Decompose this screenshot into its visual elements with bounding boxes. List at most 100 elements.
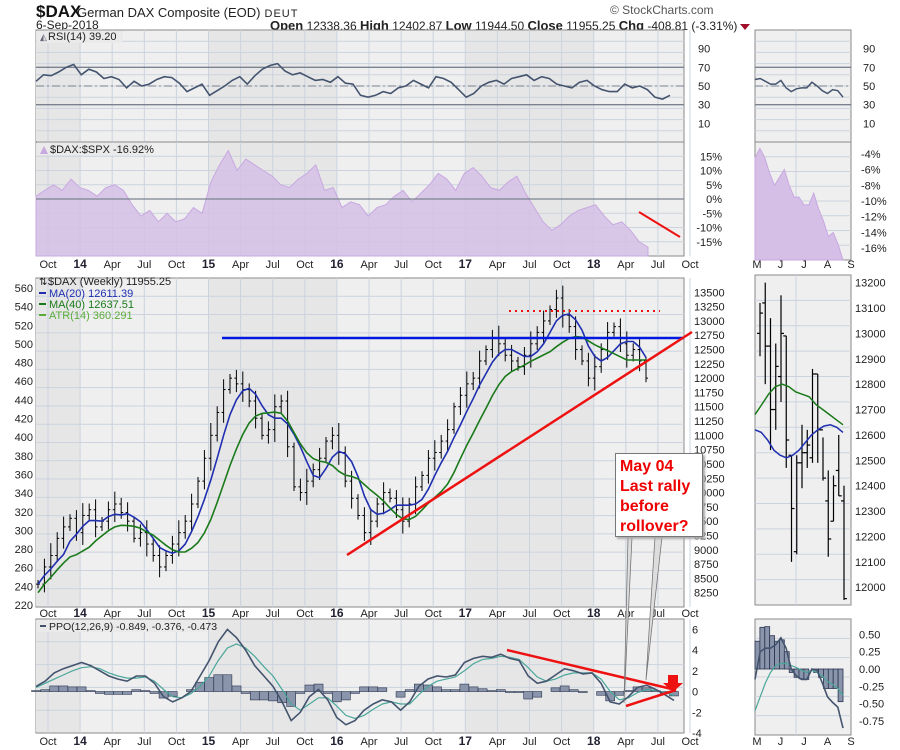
x-tick-label: Oct [39,259,56,271]
ppo-y-tick: 6 [692,624,698,636]
ppo-downtrend-line [506,648,677,692]
low-label: Low [445,18,472,33]
relative-zoom-y-tick: -10% [861,196,887,208]
x-tick-label: Jul [137,608,151,620]
x-tick-label: 16 [330,734,344,748]
x-tick-label: Apr [360,736,377,748]
relative-y-tick: 15% [700,151,722,163]
ppo-histogram-bar [122,691,132,695]
ppo-zoom-y-tick: -0.50 [859,699,884,711]
price-y-tick-right: 13000 [694,316,725,328]
ppo-histogram-bar [67,686,78,692]
x-tick-label: 15 [202,257,216,271]
ppo-histogram-bar [140,690,151,692]
x-tick-label: Jul [266,259,280,271]
price-zoom-y-tick: 12200 [855,531,886,543]
ppo-zoom-y-tick: 0.25 [859,647,880,659]
ppo-histogram-bar [450,689,461,692]
down-arrow-icon [663,675,683,692]
relative-y-tick: -10% [696,223,722,235]
ma20-line [37,313,647,585]
x-tick-label: Oct [553,608,570,620]
x-tick-label: Oct [425,259,442,271]
relative-zoom-y-tick: -12% [861,212,887,224]
instrument-name: German DAX Composite (EOD) DEUT [77,5,298,20]
rsi-y-tick: 30 [698,100,710,112]
ppo-histogram-bar [40,689,50,692]
ppo-histogram-bar [286,691,296,707]
ppo-histogram-bar [377,687,388,692]
x-tick-label: 17 [459,257,473,271]
ppo-signal-line [35,643,675,720]
ppo-histogram-bar [222,674,233,692]
x-tick-label: Apr [104,259,121,271]
relative-zoom-y-tick: -14% [861,227,887,239]
ppo-zoom-histogram-bar [827,668,834,689]
x-tick-label: Oct [553,259,570,271]
ppo-histogram-bar [313,683,324,692]
relative-y-tick: -5% [702,208,722,220]
x-tick-label: 15 [202,734,216,748]
x-tick-label: Jul [651,736,665,748]
x-tick-label: Oct [681,259,698,271]
ppo-y-tick: -2 [692,707,702,719]
price-legend-item: MA(20) 12611.39 [49,288,133,300]
price-zoom-panel [754,274,852,606]
rsi-line [35,62,671,100]
ppo-legend-bg [37,620,207,632]
x-tick-label: 18 [587,734,601,748]
rel-legend-bg [37,143,149,155]
x-tick-label: Apr [360,608,377,620]
ppo-histogram-bar [95,691,105,694]
price-zoom-y-tick: 12600 [855,430,886,442]
ppo-histogram-bar [395,691,406,698]
rel-legend-label: $DAX:$SPX -16.92% [50,144,154,156]
x-tick-label: Jul [394,259,408,271]
x-tick-label: Jul [651,259,665,271]
zoom-x-tick-label: J [801,736,807,748]
ppo-histogram-bar [614,691,625,696]
relative-downtrend-line [638,211,681,238]
price-zoom-y-tick: 12100 [855,557,886,569]
price-y-tick-right: 9000 [694,545,718,557]
price-y-tick-left: 460 [15,376,33,388]
annotation-callout: May 04 Last rally before rollover? [615,453,703,537]
callout-pointer [623,536,633,704]
uptrend-line [346,330,693,557]
callout-line: rollover? [620,518,689,535]
ppo-histogram-bar [31,690,41,692]
rsi-zoom-y-tick: 30 [863,100,875,112]
rsi-y-tick: 50 [698,81,710,93]
ppo-zoom-histogram-bar [769,635,775,670]
x-tick-label: Apr [489,608,506,620]
x-tick-label: Jul [266,608,280,620]
ppo-zoom-y-tick: -0.25 [859,681,884,693]
rsi-legend-bg [37,31,123,43]
ppo-histogram-bar [213,674,224,692]
price-legend-title: $DAX (Weekly) 11955.25 [48,276,171,288]
ppo-histogram-bar [368,686,379,692]
price-y-tick-left: 220 [15,600,33,612]
callout-line: before [620,498,669,515]
price-y-tick-right: 11250 [694,416,724,428]
callout-line: Last rally [620,478,691,495]
ppo-histogram-bar [514,691,524,693]
ppo-histogram-bar [459,683,470,692]
ppo-legend-label: PPO(12,26,9) -0.849, -0.376, -0.473 [49,621,217,633]
relative-strength-area [35,149,649,257]
x-tick-label: Jul [137,259,151,271]
ppo-histogram-bar [304,684,315,692]
ppo-uptrend-line [625,688,677,708]
ppo-histogram-bar [322,691,333,694]
x-tick-label: Oct [425,608,442,620]
ppo-histogram-bar [240,691,251,694]
price-y-tick-left: 240 [15,581,33,593]
price-y-tick-right: 12750 [694,330,725,342]
ppo-histogram-bar [341,691,351,701]
relative-y-tick: -15% [696,237,722,249]
rsi-zoom-y-tick: 70 [863,62,875,74]
ppo-histogram-bar [359,686,369,692]
x-tick-label: Oct [681,608,698,620]
ppo-line [35,628,675,726]
x-tick-label: Apr [232,736,249,748]
